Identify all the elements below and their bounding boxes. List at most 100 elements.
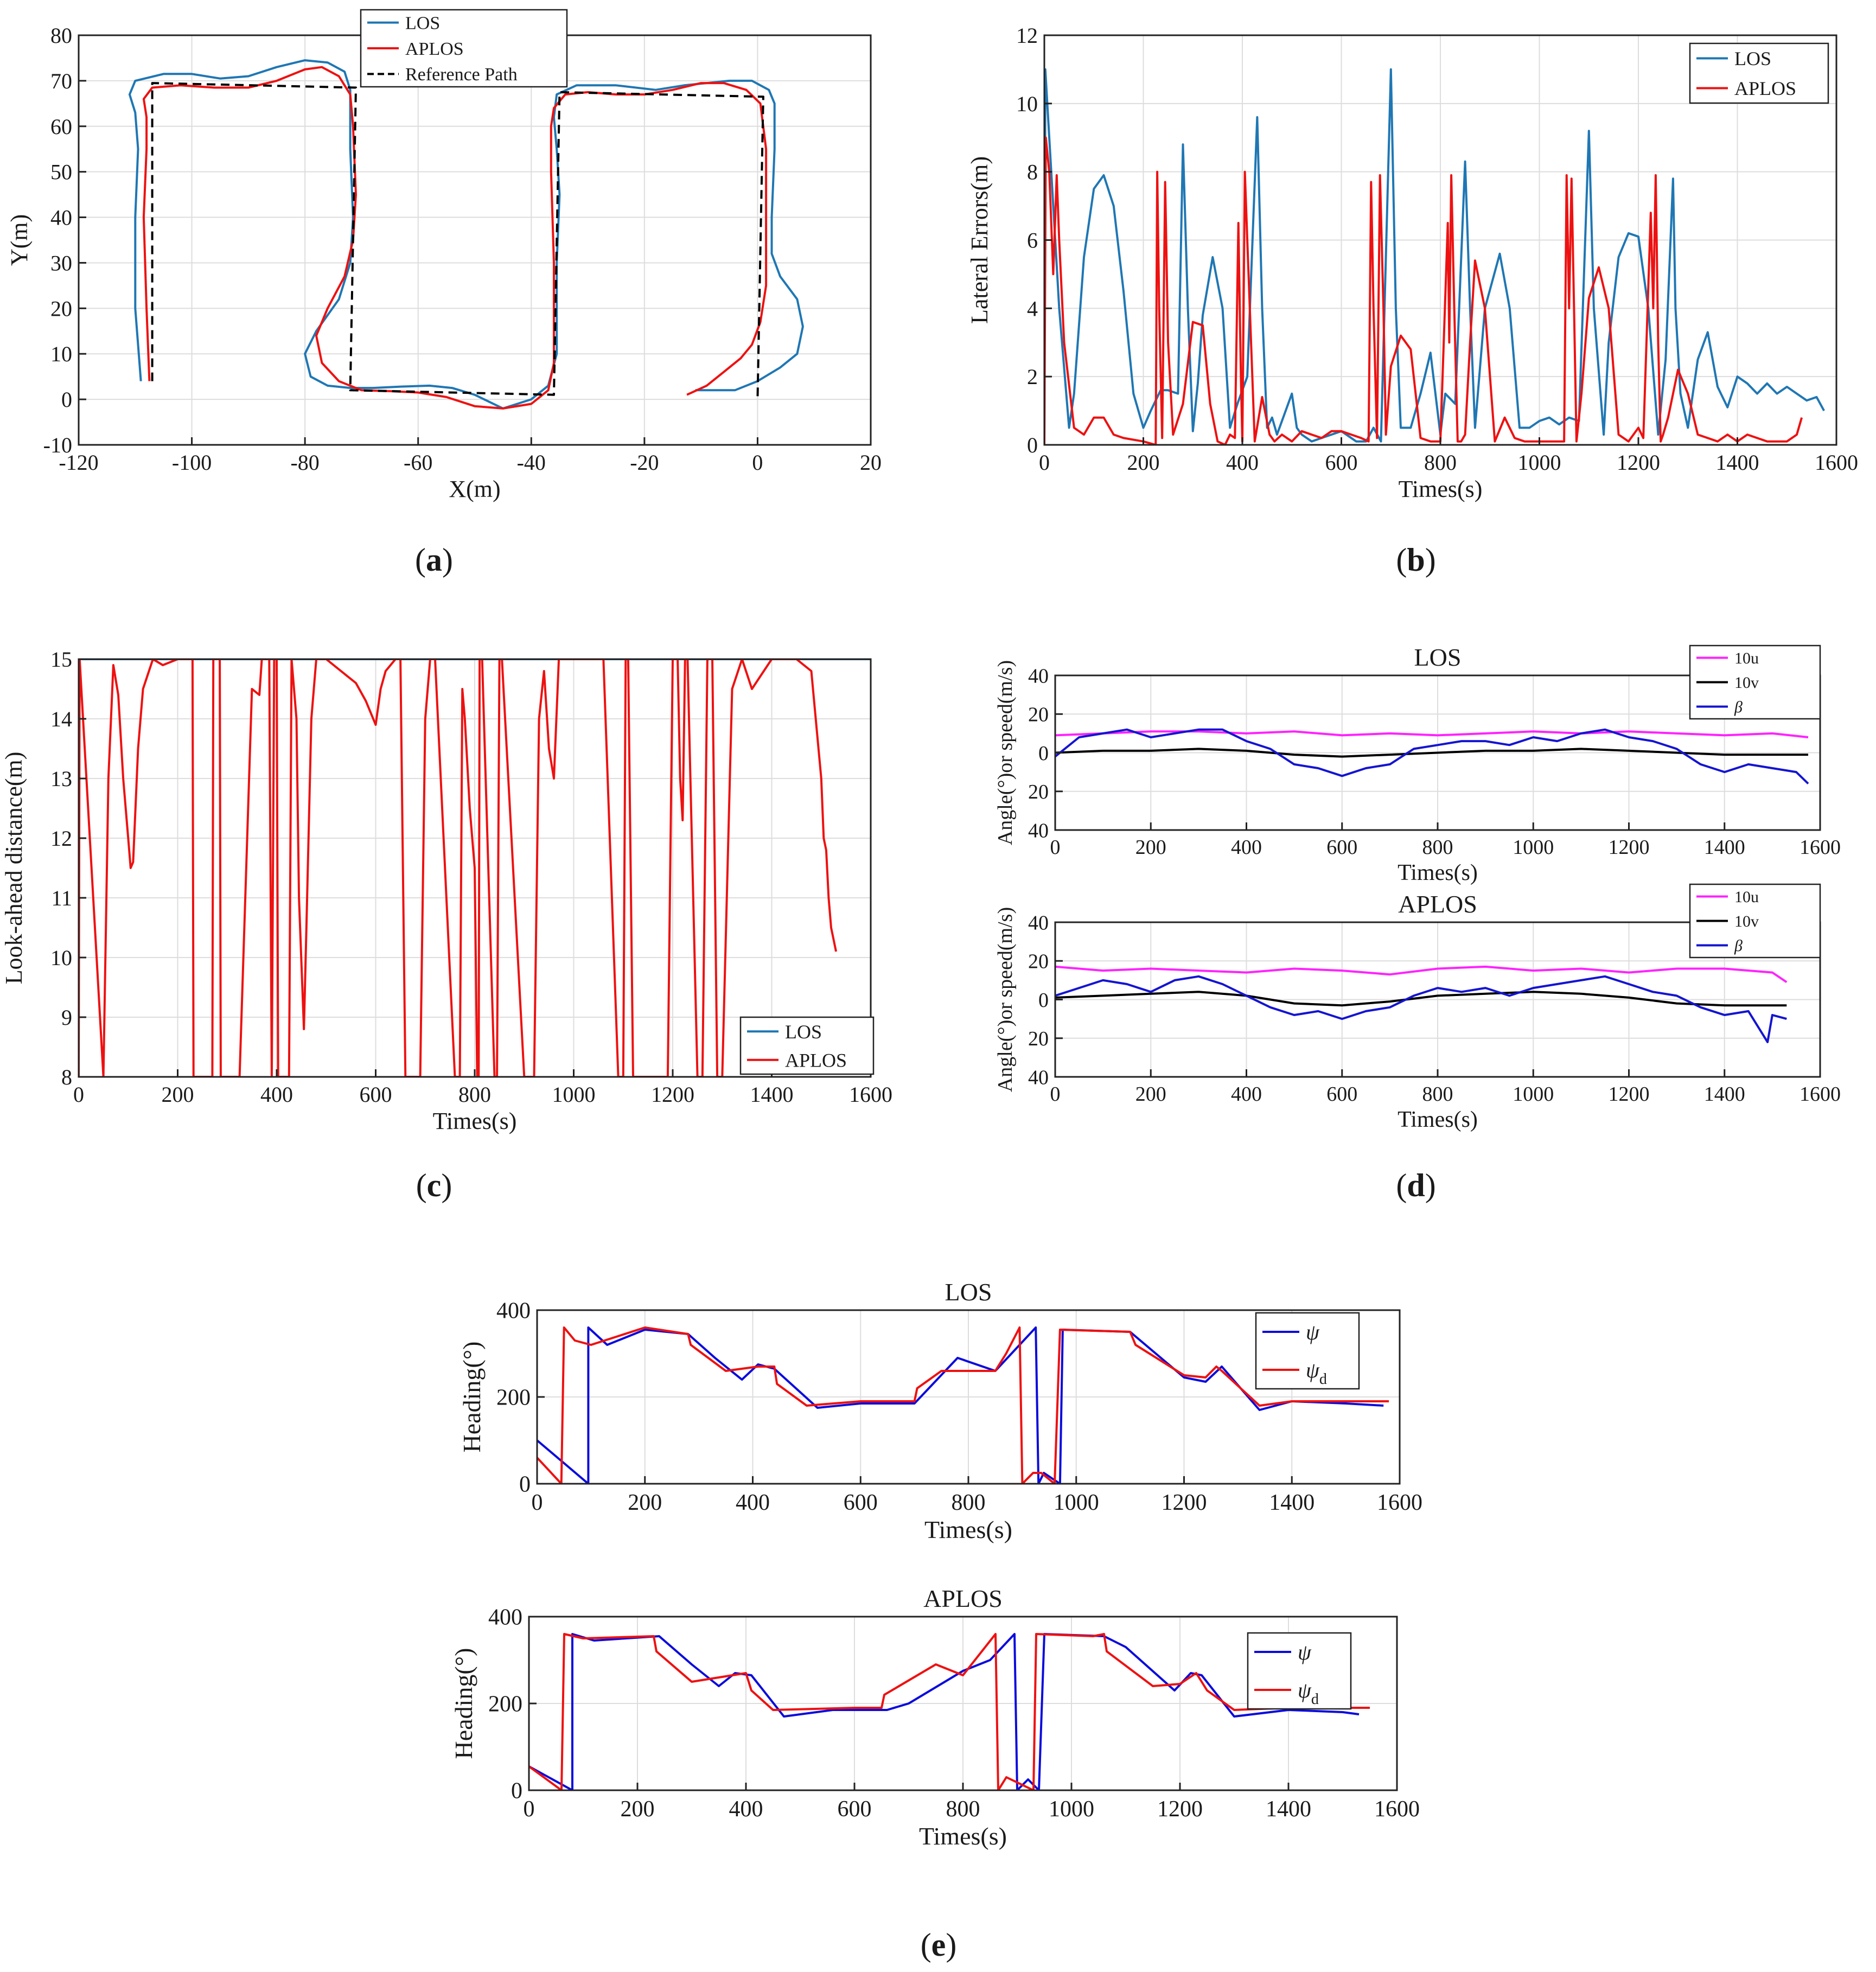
x-tick-label: 1600 [1377, 1490, 1422, 1515]
panel-title: LOS [945, 1278, 992, 1306]
y-axis-label: Heading(°) [458, 1342, 486, 1453]
x-tick-label: 600 [1326, 1083, 1357, 1106]
caption-b: (b) [1396, 542, 1435, 578]
x-tick-label: 200 [1127, 450, 1160, 475]
series-group [529, 1633, 1370, 1790]
y-axis-label: Heading(°) [450, 1648, 477, 1759]
y-tick-label: 15 [50, 647, 72, 672]
x-tick-label: 400 [729, 1797, 763, 1822]
x-tick-label: 800 [1424, 450, 1457, 475]
legend-label: LOS [405, 14, 440, 34]
y-tick-label: 11 [51, 886, 72, 910]
x-axis-label: Times(s) [1398, 860, 1478, 885]
series-line-aplos [142, 66, 768, 410]
y-tick-label: 0 [519, 1472, 531, 1497]
x-tick-label: 0 [73, 1082, 84, 1107]
y-tick-label: 12 [1016, 23, 1038, 48]
x-tick-label: 600 [1325, 450, 1358, 475]
x-tick-label: 200 [1135, 1083, 1166, 1106]
x-tick-label: 1400 [1269, 1490, 1315, 1515]
x-tick-label: 1400 [1716, 450, 1759, 475]
legend-label: ψ [1298, 1640, 1312, 1664]
y-tick-label: 200 [496, 1386, 531, 1411]
legend-subscript: d [1319, 1371, 1327, 1388]
x-tick-label: 1000 [1513, 1083, 1554, 1106]
series-line-10u [1055, 965, 1788, 984]
x-tick-label: 0 [752, 450, 763, 475]
x-tick-label: 0 [1039, 450, 1050, 475]
x-tick-label: 1000 [1518, 450, 1561, 475]
panel-e2: 0 200 400 600 800 1000 1200 1400 1600 0 200 400 Time… [450, 1585, 1420, 1850]
x-axis-label: Times(s) [1399, 476, 1483, 502]
y-tick-label: 40 [1028, 911, 1049, 934]
x-tick-label: 1400 [750, 1082, 794, 1107]
y-tick-label: 10 [50, 946, 72, 970]
y-tick-label: 14 [50, 707, 72, 731]
legend-label: Reference Path [405, 65, 518, 85]
x-tick-label: 600 [1326, 836, 1357, 859]
y-tick-label: 40 [50, 206, 72, 230]
legend-label: LOS [1734, 48, 1771, 69]
legend-box [1689, 42, 1829, 104]
y-tick-label: 60 [50, 114, 72, 139]
panel-c: 0 200 400 600 800 1000 1200 1400 1600 8 9 10 11 12 13 1… [1, 647, 892, 1134]
series-line-- [1055, 728, 1809, 784]
x-tick-label: 800 [946, 1797, 980, 1822]
y-tick-label: 8 [1027, 160, 1038, 184]
series-group [1055, 965, 1788, 1043]
x-tick-label: 400 [736, 1490, 770, 1515]
panel-title: LOS [1414, 643, 1462, 671]
x-tick-label: 1600 [1800, 1083, 1841, 1106]
legend-box [739, 1016, 875, 1075]
legend-label: 10u [1734, 888, 1759, 906]
legend-label: ψ [1306, 1320, 1320, 1344]
x-tick-label: 1000 [1513, 836, 1554, 859]
series-line-reference-path [151, 82, 764, 400]
x-tick-label: 0 [532, 1490, 543, 1515]
x-tick-label: 1200 [1609, 1083, 1650, 1106]
caption-a: (a) [415, 542, 453, 578]
series-line-aplos [1044, 136, 1803, 445]
y-tick-label: -10 [43, 433, 72, 457]
x-tick-label: 600 [838, 1797, 872, 1822]
x-tick-label: 1600 [1374, 1797, 1420, 1822]
series-group [1055, 728, 1809, 784]
y-tick-label: 40 [1028, 665, 1049, 687]
panel-title: APLOS [1398, 890, 1477, 918]
y-tick-label: 8 [61, 1065, 72, 1089]
panel-a: -120 -100 -80 -60 -40 -20 0 20-1001020304050607… [6, 9, 882, 502]
y-tick-label: 40 [1028, 1066, 1049, 1089]
series-group [537, 1326, 1389, 1484]
y-tick-label: 20 [1028, 704, 1049, 726]
y-axis-label: Look-ahead distance(m) [1, 752, 27, 985]
x-tick-label: 0 [524, 1797, 535, 1822]
panel-d2: 0 200 400 600 800 1000 1200 1400 1600402002040Ti… [994, 883, 1841, 1132]
legend-label: β [1734, 698, 1743, 716]
x-tick-label: 800 [458, 1082, 491, 1107]
x-tick-label: 1000 [1049, 1797, 1094, 1822]
legend-label: β [1734, 937, 1743, 955]
x-axis-label: Times(s) [924, 1516, 1012, 1543]
series-group [79, 659, 871, 1077]
series-line-aplos [79, 659, 838, 1077]
y-tick-label: 10 [50, 342, 72, 366]
legend-label: APLOS [1734, 78, 1796, 99]
x-tick-label: 1400 [1266, 1797, 1311, 1822]
y-axis-label: Angle(°)or speed(m/s) [994, 907, 1017, 1092]
x-tick-label: 1200 [651, 1082, 694, 1107]
y-tick-label: 50 [50, 160, 72, 184]
x-tick-label: 200 [1135, 836, 1166, 859]
y-tick-label: 0 [61, 387, 72, 412]
y-tick-label: 0 [1038, 742, 1049, 765]
series-line-los [128, 59, 804, 410]
x-tick-label: 0 [1050, 836, 1061, 859]
x-tick-label: 400 [1226, 450, 1259, 475]
x-tick-label: 800 [1422, 836, 1453, 859]
x-axis-label: Times(s) [433, 1108, 517, 1134]
legend-subscript: d [1311, 1691, 1319, 1708]
series-line-- [537, 1326, 1389, 1484]
y-tick-label: 400 [488, 1605, 522, 1630]
x-axis-label: Times(s) [1398, 1107, 1478, 1132]
y-tick-label: 80 [50, 23, 72, 48]
